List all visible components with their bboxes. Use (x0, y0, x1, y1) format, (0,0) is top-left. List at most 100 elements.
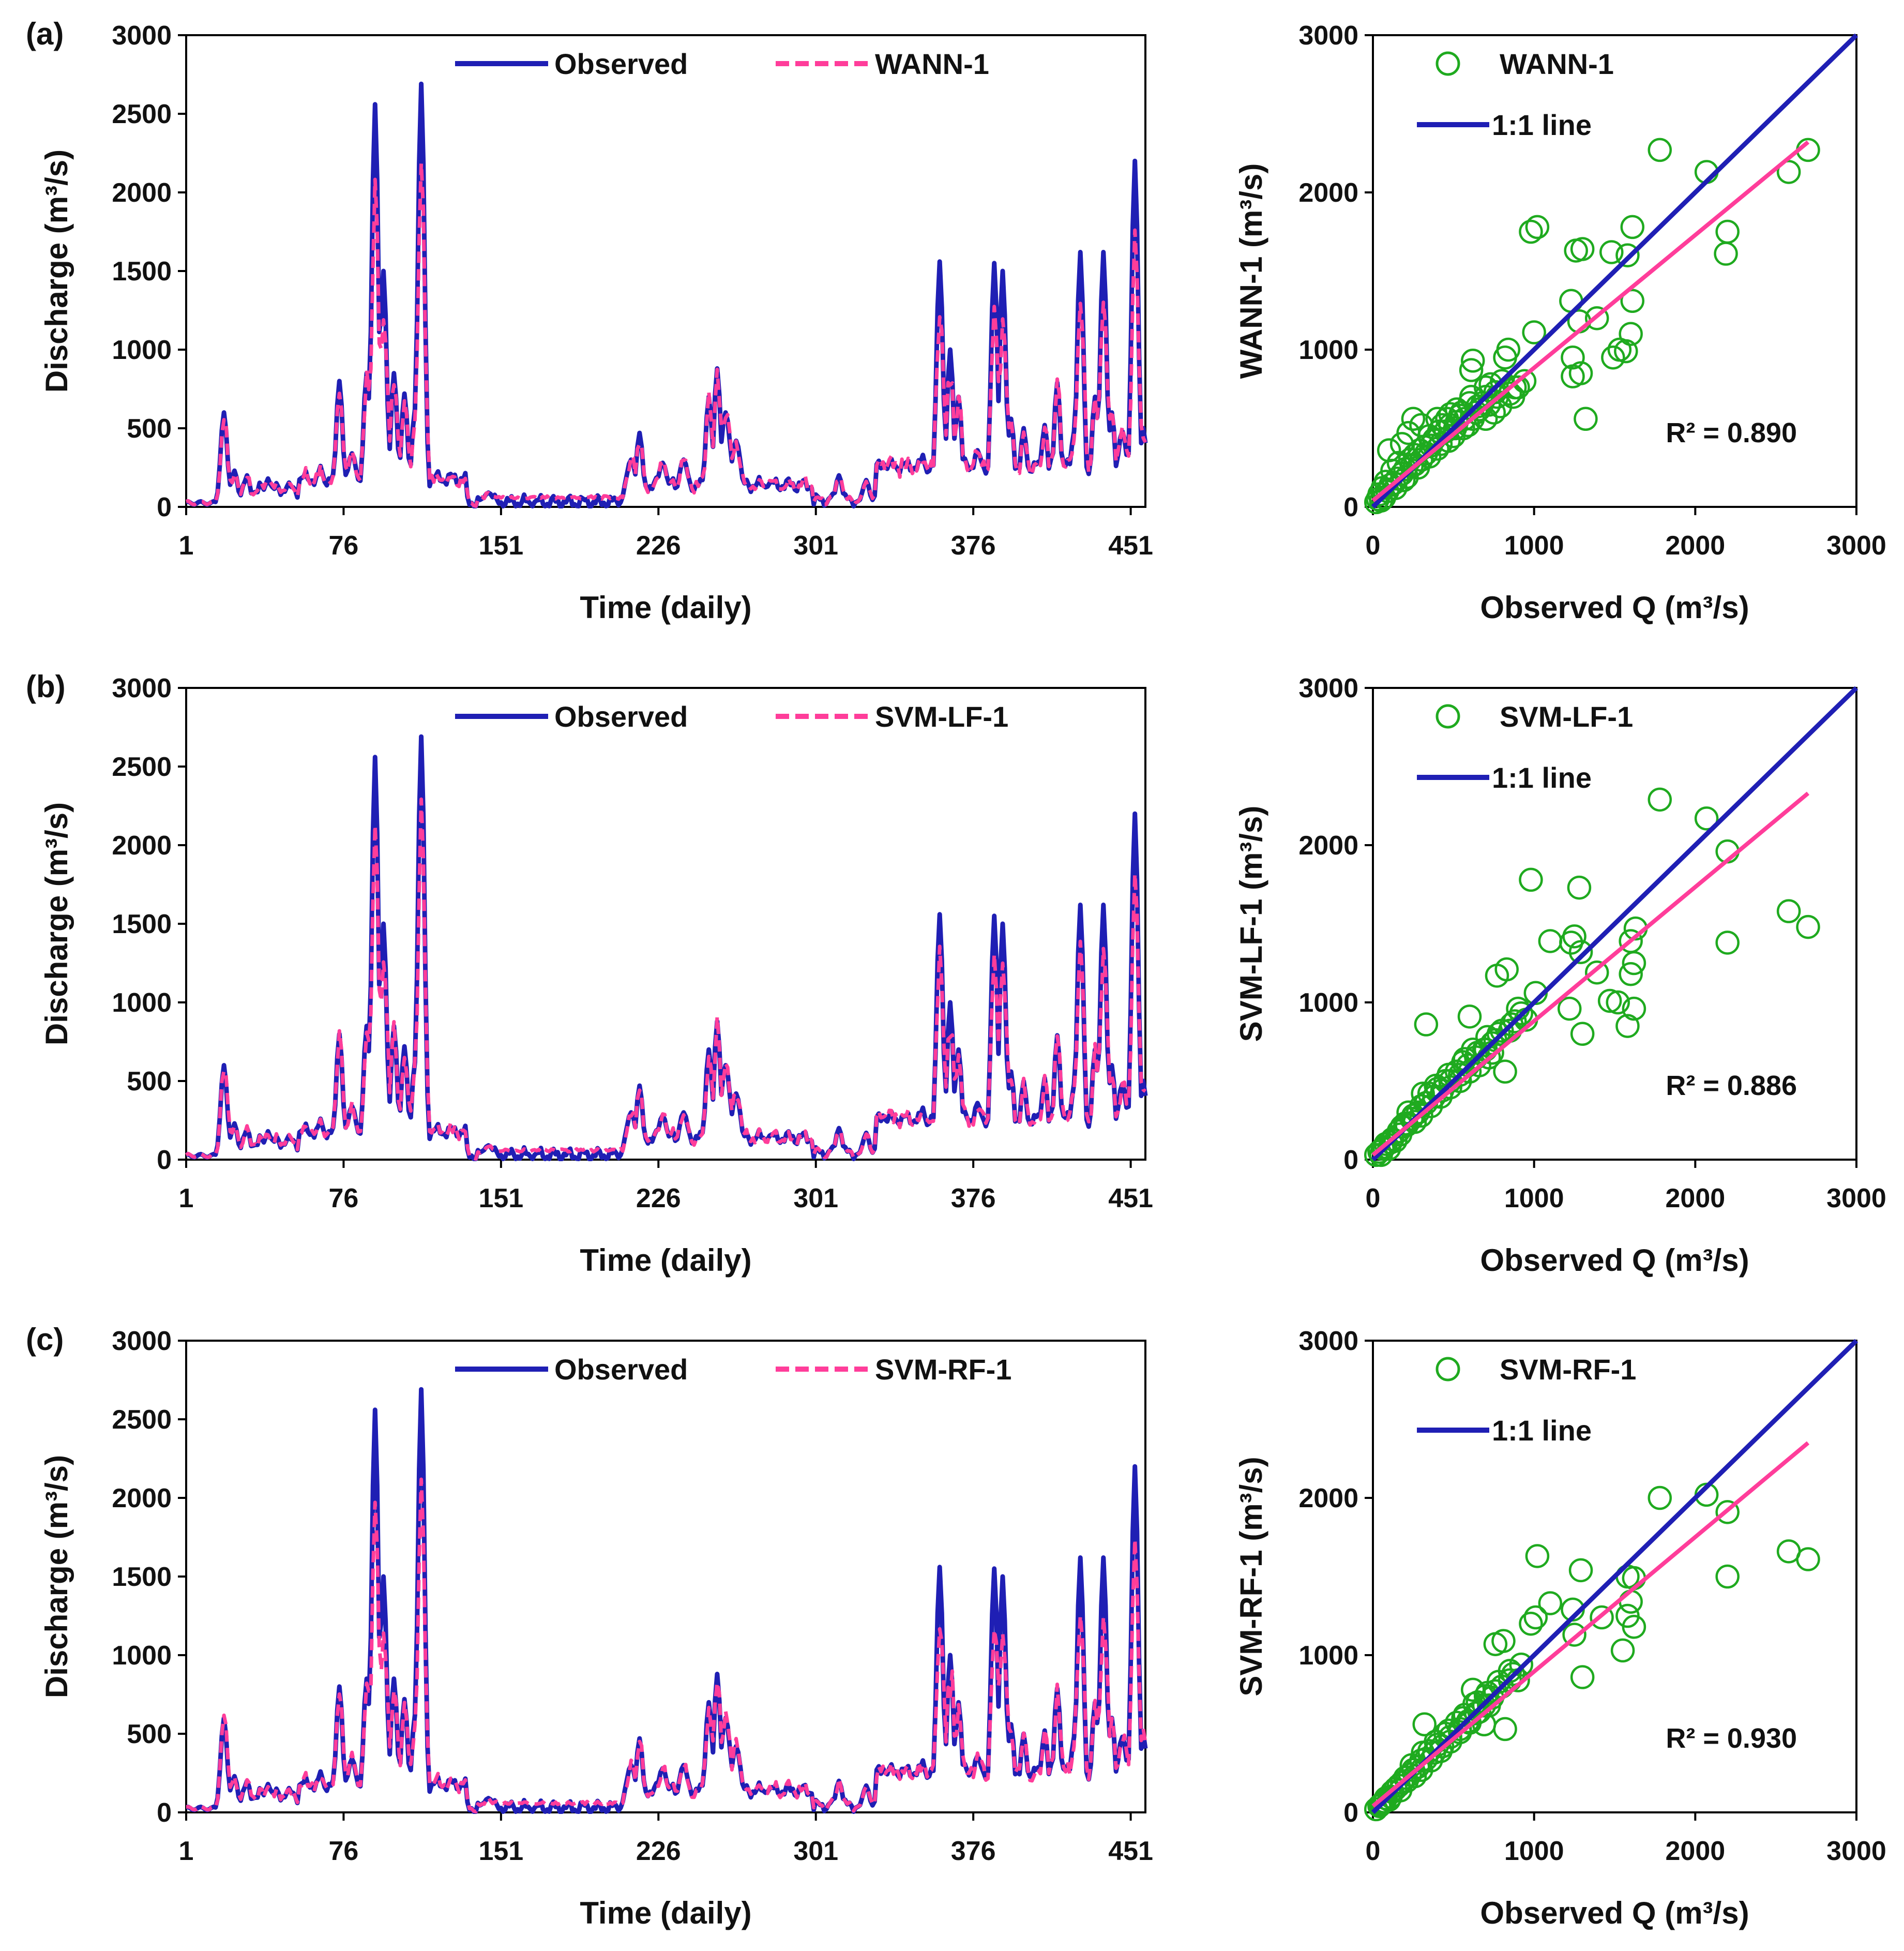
scatter-point (1715, 1564, 1740, 1589)
scatter-point (1648, 138, 1672, 162)
scatter-point (1648, 787, 1672, 812)
x-tick-label: 226 (636, 1183, 681, 1213)
x-tick-label: 1 (179, 1183, 194, 1213)
y-tick-label: 500 (127, 1719, 172, 1749)
scatter-point (1715, 1500, 1740, 1524)
y-tick-label: 3000 (1298, 21, 1358, 51)
x-tick-label: 376 (951, 531, 996, 561)
scatter-point (1364, 1797, 1388, 1822)
scatter-point (1620, 289, 1645, 313)
y-tick-label: 2000 (112, 831, 172, 861)
model-series-line (185, 797, 1147, 1161)
scatter-point (1562, 1623, 1586, 1647)
x-tick-label: 451 (1108, 1183, 1153, 1213)
scatter-point (1584, 960, 1609, 985)
scatter-point (1464, 400, 1488, 425)
x-tick-label: 1000 (1504, 531, 1564, 561)
scatter-point (1694, 806, 1719, 831)
scatter-point (1619, 962, 1643, 986)
y-axis-label: Discharge (m³/s) (39, 1455, 74, 1698)
y-tick-label: 0 (157, 1798, 172, 1828)
y-tick-label: 1000 (112, 1641, 172, 1671)
scatter-point (1620, 215, 1645, 239)
one-to-one-line (1371, 33, 1858, 509)
x-axis-label: Time (daily) (580, 590, 751, 625)
scatter-point (1568, 1558, 1593, 1583)
x-axis-label: Observed Q (m³/s) (1480, 1243, 1749, 1278)
x-axis-label: Time (daily) (580, 1896, 751, 1930)
scatter-point (1509, 1001, 1533, 1026)
scatter-point (1457, 1004, 1482, 1029)
scatter-point (1460, 349, 1485, 373)
panel-label: (a) (26, 17, 64, 51)
scatter-point (1525, 1544, 1550, 1568)
x-tick-label: 376 (951, 1836, 996, 1866)
one-to-one-line (1371, 1339, 1858, 1814)
model-series-line (186, 161, 1147, 508)
scatter-point (1519, 219, 1543, 244)
scatter-point (1601, 345, 1625, 370)
y-tick-label: 2000 (112, 1483, 172, 1513)
y-tick-label: 3000 (112, 673, 172, 703)
regression-fit-line (1371, 140, 1810, 502)
x-tick-label: 301 (793, 531, 838, 561)
model-series-line (186, 1477, 1147, 1813)
y-axis-label: SVM-LF-1 (m³/s) (1234, 806, 1268, 1042)
x-axis-label: Time (daily) (580, 1243, 751, 1278)
x-tick-label: 1 (179, 1836, 194, 1866)
scatter-point (1570, 1022, 1595, 1046)
y-tick-label: 2000 (1298, 178, 1358, 208)
scatter-point (1496, 337, 1521, 362)
y-tick-label: 3000 (112, 1326, 172, 1356)
legend-observed-label: Observed (554, 48, 688, 80)
y-tick-label: 0 (1343, 1798, 1358, 1828)
scatter-point (1525, 215, 1550, 239)
panel-label: (b) (26, 669, 66, 704)
y-tick-label: 1000 (112, 988, 172, 1018)
y-axis-label: SVM-RF-1 (m³/s) (1234, 1457, 1268, 1696)
legend-scatter-marker (1435, 1357, 1460, 1382)
scatter-point (1414, 1012, 1439, 1037)
y-tick-label: 1000 (1298, 1641, 1358, 1671)
y-tick-label: 1500 (112, 1562, 172, 1592)
x-tick-label: 301 (793, 1836, 838, 1866)
scatter-point (1509, 1652, 1533, 1677)
y-tick-label: 3000 (112, 21, 172, 51)
scatter-point (1399, 454, 1424, 478)
r-squared-annotation: R² = 0.886 (1666, 1070, 1797, 1101)
legend-scatter-label: WANN-1 (1500, 48, 1614, 80)
scatter-point (1411, 1082, 1435, 1106)
x-tick-label: 76 (329, 1836, 359, 1866)
scatter-point (1584, 306, 1609, 331)
y-tick-label: 1500 (112, 909, 172, 939)
x-tick-label: 301 (793, 1183, 838, 1213)
scatter-point (1570, 1665, 1595, 1689)
scatter-point (1622, 996, 1646, 1021)
legend-scatter-marker (1435, 704, 1460, 729)
scatter-point (1491, 1629, 1516, 1653)
observed-series-line (186, 734, 1148, 1161)
x-tick-label: 451 (1108, 1836, 1153, 1866)
scatter-point (1369, 1143, 1393, 1167)
x-tick-label: 3000 (1826, 1836, 1886, 1866)
y-tick-label: 3000 (1298, 673, 1358, 703)
legend-scatter-label: SVM-RF-1 (1500, 1353, 1636, 1386)
scatter-point (1622, 951, 1646, 975)
scatter-point (1391, 468, 1416, 492)
scatter-point (1619, 1589, 1643, 1614)
scatter-point (1590, 1605, 1614, 1630)
scatter-point (1597, 988, 1622, 1013)
x-tick-label: 151 (478, 531, 523, 561)
legend-one-to-one-label: 1:1 line (1492, 109, 1592, 141)
observed-series-line (186, 1387, 1148, 1814)
y-tick-label: 500 (127, 414, 172, 444)
x-tick-label: 1 (179, 531, 194, 561)
y-tick-label: 2500 (112, 752, 172, 782)
one-to-one-line (1371, 686, 1858, 1162)
x-tick-label: 0 (1366, 1836, 1381, 1866)
legend-one-to-one-label: 1:1 line (1492, 1414, 1592, 1447)
y-tick-label: 2000 (1298, 831, 1358, 861)
observed-series-line (186, 81, 1148, 508)
x-tick-label: 451 (1108, 531, 1153, 561)
y-tick-label: 1000 (1298, 335, 1358, 365)
